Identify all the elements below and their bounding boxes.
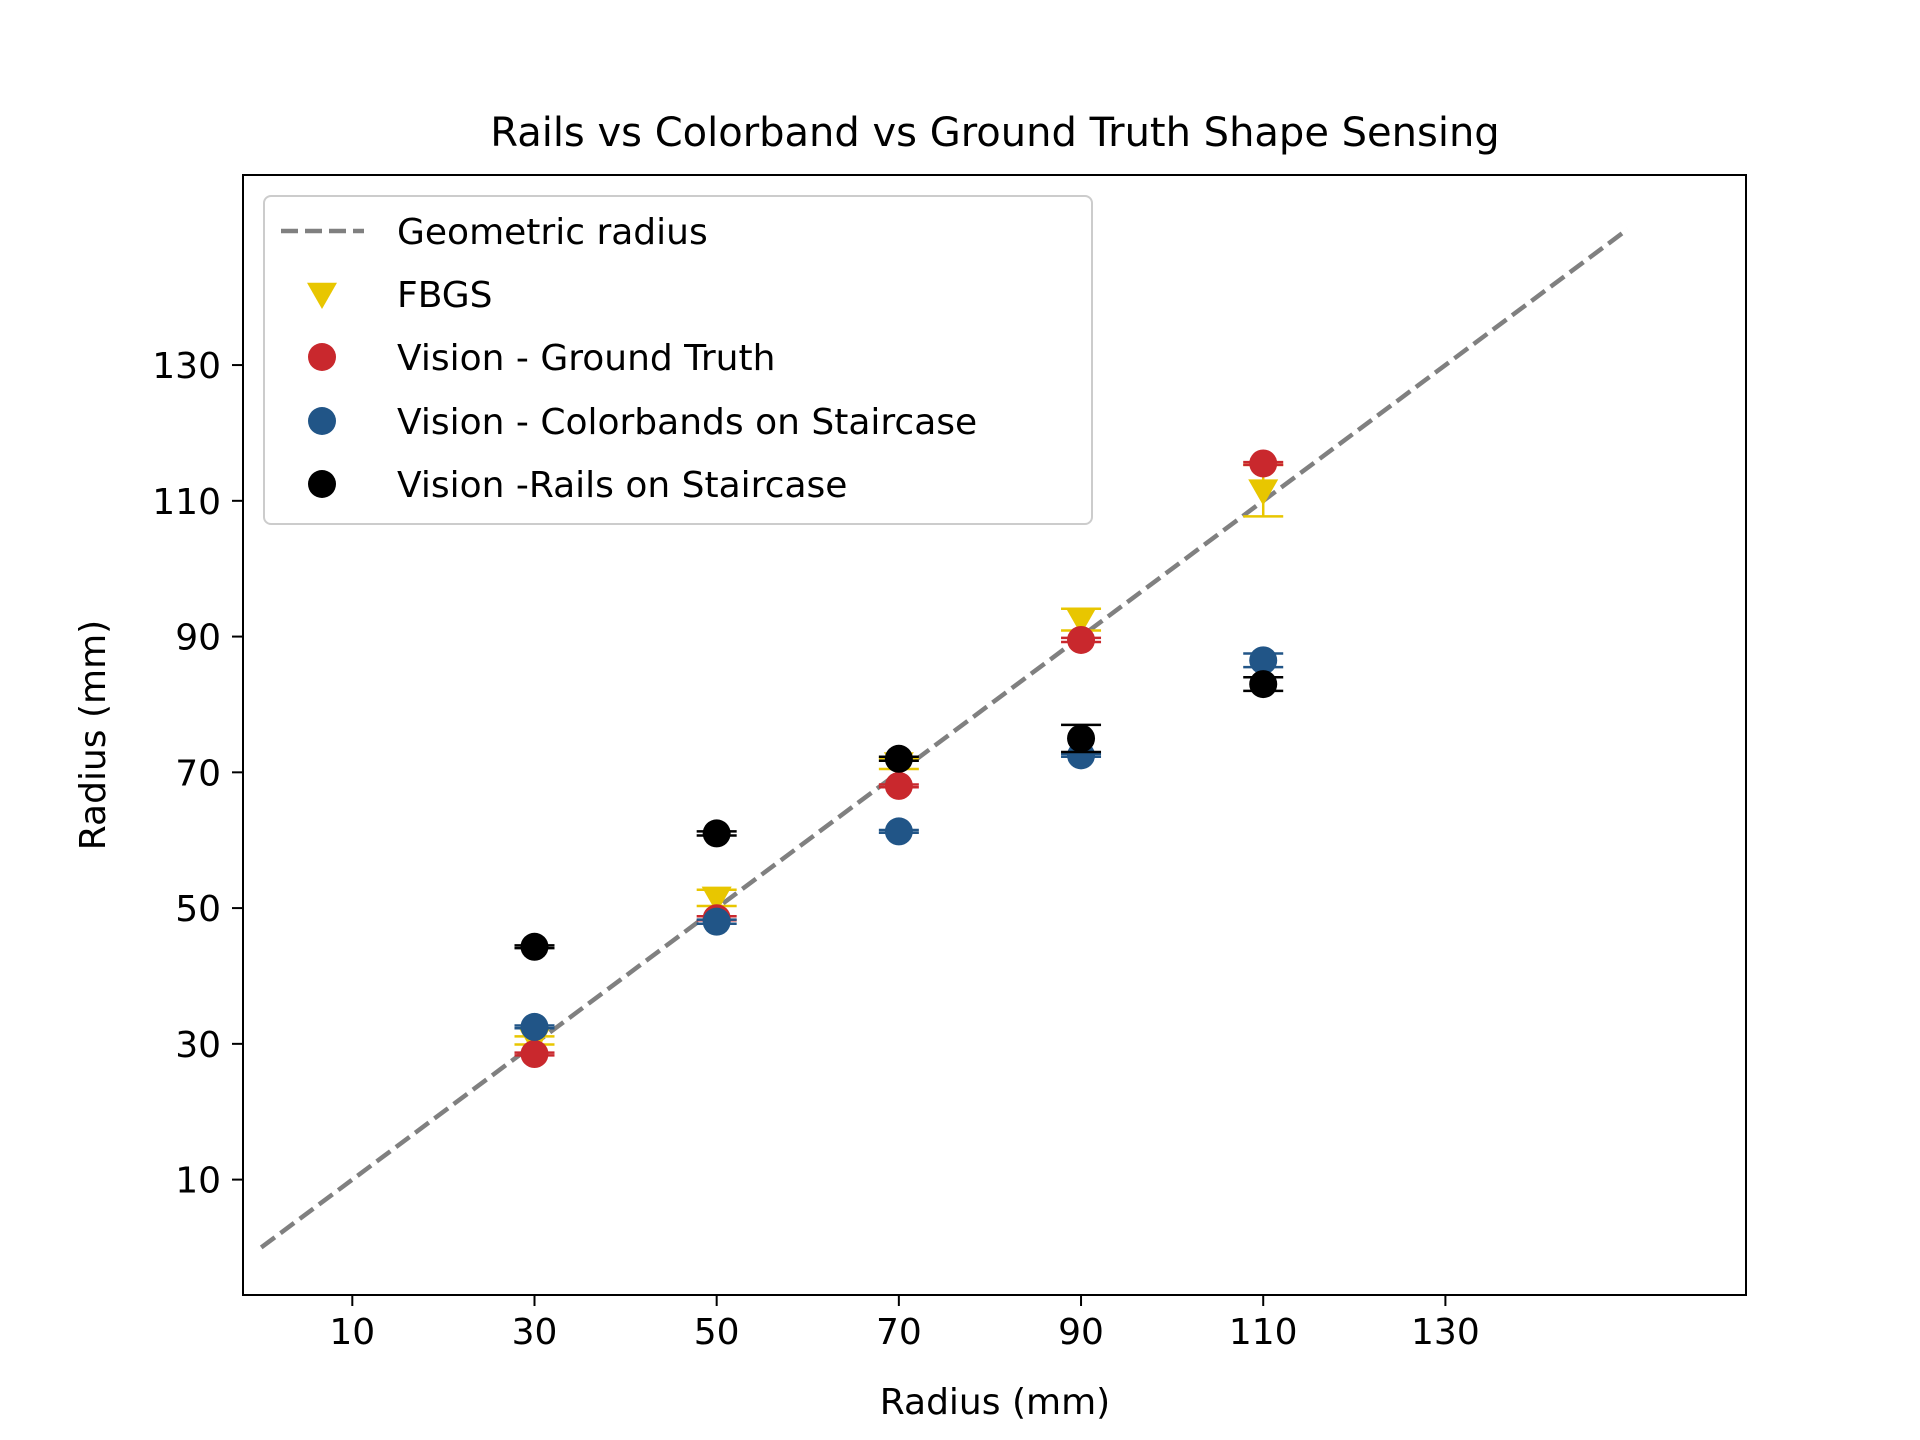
data-point <box>1248 479 1279 506</box>
data-point <box>1249 449 1278 478</box>
data-point <box>884 817 913 846</box>
legend-label: Vision - Ground Truth <box>397 338 775 379</box>
legend-marker <box>308 470 336 498</box>
series-2 <box>514 646 1284 1041</box>
data-point <box>884 744 913 773</box>
y-tick-label: 110 <box>152 482 221 523</box>
y-tick-label: 130 <box>152 346 221 387</box>
y-axis: 10 30 50 70 90 110 130 <box>152 346 243 1202</box>
x-axis-label: Radius (mm) <box>880 1382 1110 1423</box>
plot-frame <box>242 174 1747 1296</box>
x-tick-label: 110 <box>1229 1312 1298 1353</box>
y-tick-label: 10 <box>175 1161 221 1202</box>
series-3 <box>514 670 1284 961</box>
legend-label: Vision - Colorbands on Staircase <box>397 402 977 443</box>
data-point <box>1067 625 1096 654</box>
x-tick-label: 130 <box>1411 1312 1480 1353</box>
data-point <box>1249 670 1278 699</box>
x-axis: 10 30 50 70 90 110 130 <box>329 1295 1480 1353</box>
chart-title: Rails vs Colorband vs Ground Truth Shape… <box>490 110 1499 156</box>
data-point <box>1067 724 1096 753</box>
legend: Geometric radius FBGS Vision - Ground Trut… <box>263 195 1093 525</box>
data-point <box>884 771 913 800</box>
geometric-radius-line <box>259 227 1629 1250</box>
x-tick-label: 10 <box>329 1312 375 1353</box>
y-axis-label: Radius (mm) <box>73 620 114 850</box>
plot-area <box>259 227 1629 1250</box>
y-tick-label: 50 <box>175 889 221 930</box>
y-tick-label: 90 <box>175 618 221 659</box>
x-tick-label: 30 <box>512 1312 558 1353</box>
data-point <box>1249 646 1278 675</box>
y-tick-label: 70 <box>175 753 221 794</box>
data-point <box>702 819 731 848</box>
data-point <box>520 932 549 961</box>
data-point <box>520 1040 549 1069</box>
legend-marker <box>308 343 336 371</box>
data-point <box>520 1012 549 1041</box>
y-tick-label: 30 <box>175 1025 221 1066</box>
legend-marker <box>307 282 337 309</box>
x-tick-label: 90 <box>1058 1312 1104 1353</box>
legend-marker <box>308 407 336 435</box>
x-tick-label: 50 <box>694 1312 740 1353</box>
legend-box <box>263 195 1093 525</box>
data-point <box>1066 608 1097 635</box>
data-point <box>702 907 731 936</box>
legend-label: Geometric radius <box>397 212 708 253</box>
x-tick-label: 70 <box>876 1312 922 1353</box>
data-point <box>701 886 732 913</box>
legend-label: Vision -Rails on Staircase <box>397 465 847 506</box>
legend-label: FBGS <box>397 275 493 316</box>
